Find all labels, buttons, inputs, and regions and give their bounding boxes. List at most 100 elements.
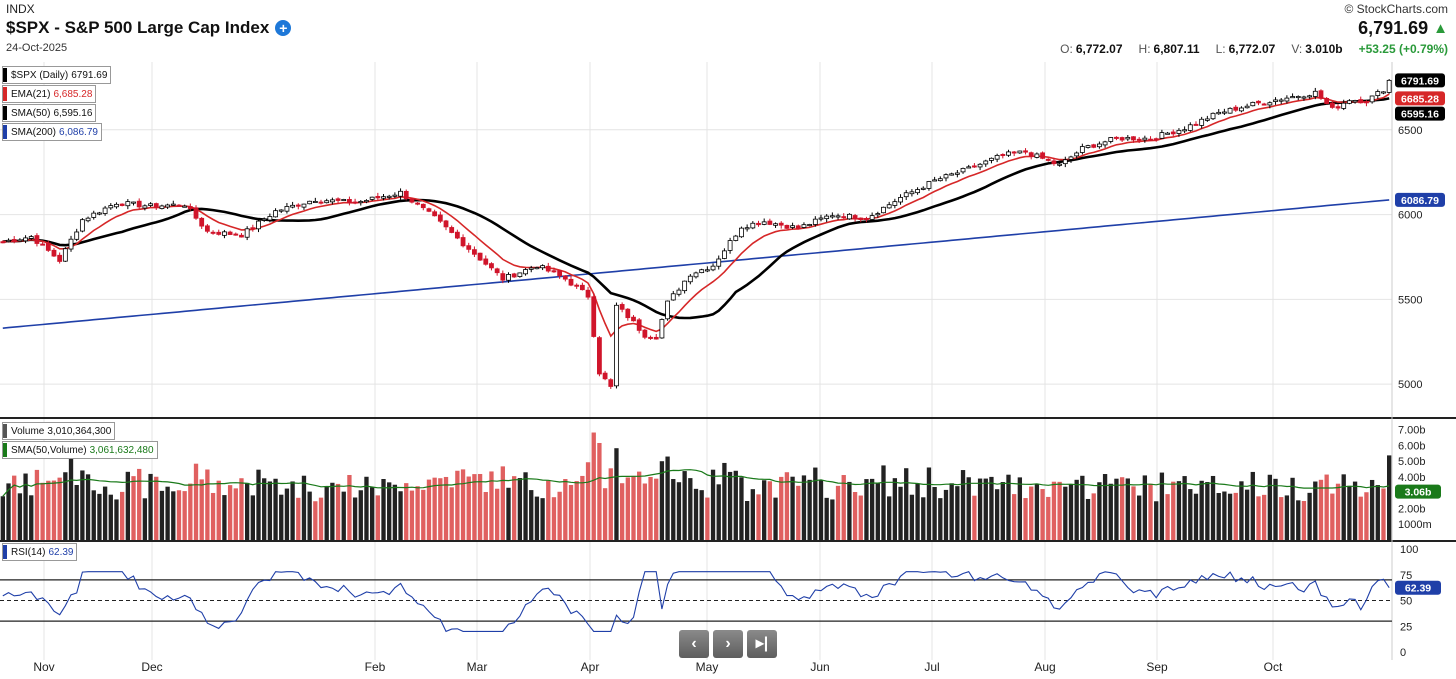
volume-bar xyxy=(608,468,613,540)
volume-bar xyxy=(1063,486,1068,540)
candle xyxy=(994,153,1000,163)
candle-body xyxy=(1136,138,1142,141)
volume-bar xyxy=(494,488,500,540)
candle xyxy=(142,204,148,211)
rsi-tick-label: 0 xyxy=(1400,647,1406,659)
candle-body xyxy=(835,215,841,218)
sma200-line xyxy=(2,199,1390,329)
candle xyxy=(699,268,705,274)
candle xyxy=(1267,101,1273,109)
candle xyxy=(454,229,460,240)
candle xyxy=(1386,79,1392,94)
candle-body xyxy=(977,163,983,168)
candle xyxy=(1017,150,1023,154)
candle xyxy=(1011,150,1017,157)
candle xyxy=(1170,129,1176,137)
scroll-end-button[interactable]: ▸| xyxy=(747,630,777,658)
candle xyxy=(91,210,97,220)
candle xyxy=(960,167,966,174)
scroll-left-button[interactable]: ‹ xyxy=(679,630,709,658)
x-axis: Nov Dec Feb Mar Apr May Jun Jul Aug Sep Oct xyxy=(33,660,1283,674)
volume-bar xyxy=(199,479,204,540)
candle-body xyxy=(972,165,977,168)
candle-body xyxy=(318,201,324,204)
volume-bar xyxy=(6,483,11,540)
candle xyxy=(795,224,801,230)
price-value-label-text: 6086.79 xyxy=(1401,195,1439,207)
candle xyxy=(1159,129,1165,139)
candle xyxy=(574,283,580,289)
candle xyxy=(1045,158,1051,162)
candle xyxy=(68,235,74,252)
volume-bar xyxy=(904,468,909,540)
x-tick-label: Sep xyxy=(1146,660,1168,674)
rsi-tick-label: 100 xyxy=(1400,544,1418,556)
brand-label[interactable]: © StockCharts.com xyxy=(1344,2,1448,16)
volume-bar xyxy=(290,481,295,540)
price-value-label-text: 6791.69 xyxy=(1401,75,1439,87)
volume-bar xyxy=(580,475,585,540)
volume-bar xyxy=(432,477,437,540)
volume-bar xyxy=(1199,480,1204,540)
volume-tick-label: 2.00b xyxy=(1398,503,1426,515)
legend-ema21: EMA(21) 6,685.28 xyxy=(2,85,97,103)
candle xyxy=(233,232,239,236)
volume-bar xyxy=(546,480,551,540)
candle-body xyxy=(17,239,23,242)
volume-bar xyxy=(716,484,721,540)
volume-bar xyxy=(1318,479,1324,540)
candle xyxy=(1119,136,1125,142)
volume-bar xyxy=(34,469,40,540)
candle-body xyxy=(1148,138,1153,141)
volume-bar xyxy=(1017,477,1023,540)
candle xyxy=(1131,136,1136,143)
volume-bar xyxy=(57,477,62,540)
candle-body xyxy=(517,272,523,277)
price-chart[interactable]: 6500 6000 5500 5000 6791.69 6685.28 6595.16 608… xyxy=(0,58,1456,679)
candle-body xyxy=(943,174,949,179)
volume-bar xyxy=(1114,478,1119,540)
candle xyxy=(557,269,563,279)
candle xyxy=(256,219,261,233)
add-symbol-button[interactable]: + xyxy=(275,20,292,36)
volume-last-bg xyxy=(1395,484,1441,499)
scroll-right-button[interactable]: › xyxy=(713,630,743,658)
candle-body xyxy=(443,220,449,228)
volume-bar xyxy=(335,483,341,540)
candle-body xyxy=(23,237,28,242)
volume-bar xyxy=(387,482,392,540)
volume-bar xyxy=(301,475,307,540)
volume-bar xyxy=(80,470,85,540)
candle-body xyxy=(847,213,852,220)
candle-body xyxy=(699,269,705,274)
volume-bar xyxy=(619,483,625,540)
volume-bar xyxy=(1267,474,1273,540)
candle-body xyxy=(233,233,239,236)
candle xyxy=(199,217,205,229)
candle-body xyxy=(818,217,824,220)
legend-sma50: SMA(50) 6,595.16 xyxy=(2,104,97,122)
volume-tick-label: 7.00b xyxy=(1398,424,1426,436)
candle xyxy=(437,211,443,223)
candle xyxy=(687,274,693,285)
candle xyxy=(57,252,63,264)
volume-bar xyxy=(1034,484,1040,540)
volume-tick-label: 6.00b xyxy=(1398,440,1426,452)
volume-bar xyxy=(182,491,187,540)
volume-bar xyxy=(154,476,159,540)
candle-body xyxy=(1341,102,1347,109)
candle-body xyxy=(1295,96,1301,99)
candle xyxy=(676,287,682,297)
candle-body xyxy=(119,203,125,206)
candle-body xyxy=(1244,105,1250,109)
volume-bar xyxy=(762,480,767,540)
candle xyxy=(881,206,886,214)
volume-bar xyxy=(659,461,665,540)
candle-body xyxy=(79,219,85,232)
candle xyxy=(733,234,739,242)
rsi-last-label: 62.39 xyxy=(1395,580,1441,595)
candle xyxy=(369,196,375,201)
candle-body xyxy=(642,329,648,338)
volume-bar xyxy=(1296,500,1301,540)
candle xyxy=(1352,99,1358,104)
